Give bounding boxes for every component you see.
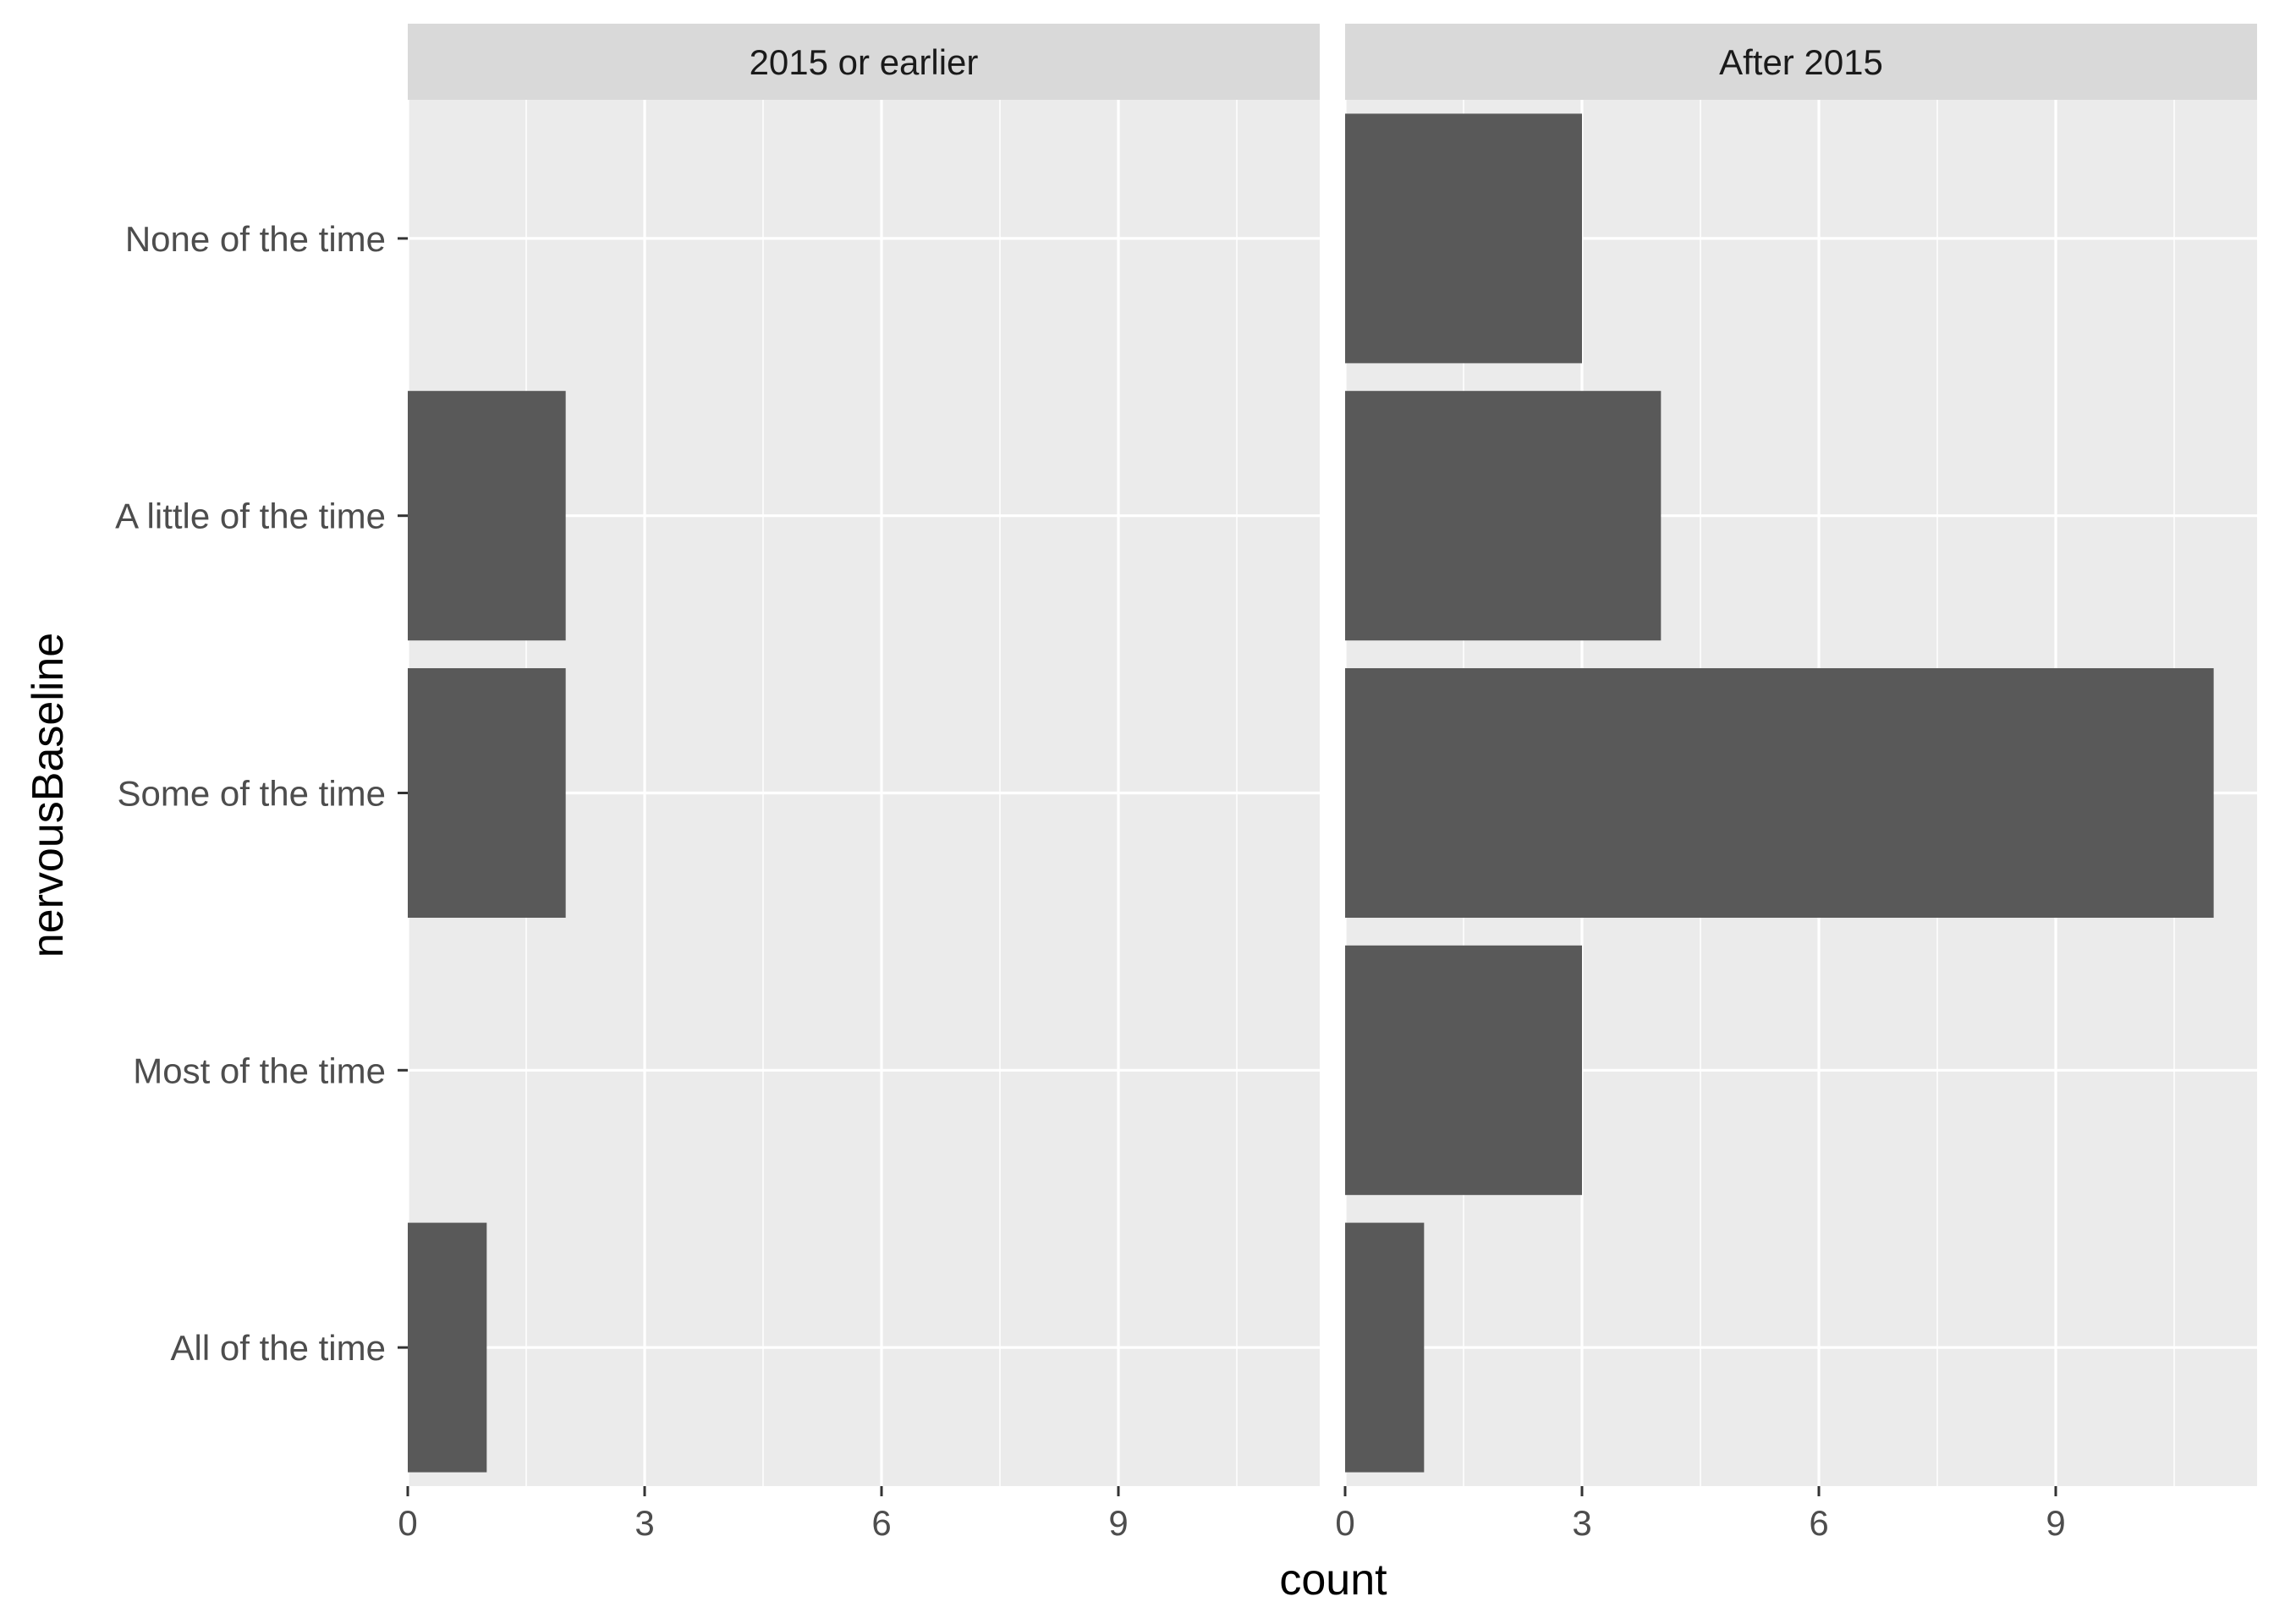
- y-tick-label-some-of-the-time: Some of the time: [118, 774, 386, 814]
- x-axis-title: count: [1279, 1555, 1387, 1605]
- y-tick-label-most-of-the-time: Most of the time: [133, 1051, 386, 1090]
- bar-all-of-the-time: [408, 1222, 487, 1473]
- y-axis-title: nervousBaseline: [24, 633, 73, 957]
- bar-a-little-of-the-time: [408, 391, 566, 641]
- facet-strip-label: 2015 or earlier: [750, 42, 979, 82]
- facet-strip-label: After 2015: [1719, 42, 1883, 82]
- bar-some-of-the-time: [1345, 667, 2214, 919]
- y-axis: None of the time A little of the time Some…: [115, 219, 408, 1368]
- x-tick-label: 9: [1108, 1503, 1128, 1543]
- bar-most-of-the-time: [1345, 945, 1582, 1195]
- x-tick-label: 6: [871, 1503, 891, 1543]
- x-tick-label: 9: [2046, 1503, 2065, 1543]
- x-tick-label: 0: [398, 1503, 417, 1543]
- bar-none-of-the-time: [1345, 113, 1582, 364]
- facet-strip: [408, 24, 1320, 100]
- x-tick-label: 3: [1572, 1503, 1591, 1543]
- y-tick-label-a-little-of-the-time: A little of the time: [115, 497, 386, 536]
- facet-strip: [1345, 24, 2257, 100]
- y-tick-label-all-of-the-time: All of the time: [171, 1328, 386, 1368]
- bar-all-of-the-time: [1345, 1222, 1425, 1473]
- x-tick-label: 3: [634, 1503, 654, 1543]
- x-tick-label: 0: [1335, 1503, 1354, 1543]
- bar-some-of-the-time: [408, 667, 566, 919]
- x-tick-label: 6: [1809, 1503, 1828, 1543]
- bar-a-little-of-the-time: [1345, 391, 1662, 641]
- panel-after-2015: After 2015 0 3 6 9: [1335, 24, 2257, 1543]
- y-tick-label-none-of-the-time: None of the time: [125, 219, 386, 259]
- panel-2015-or-earlier: 2015 or earlier 0 3 6 9: [398, 24, 1320, 1543]
